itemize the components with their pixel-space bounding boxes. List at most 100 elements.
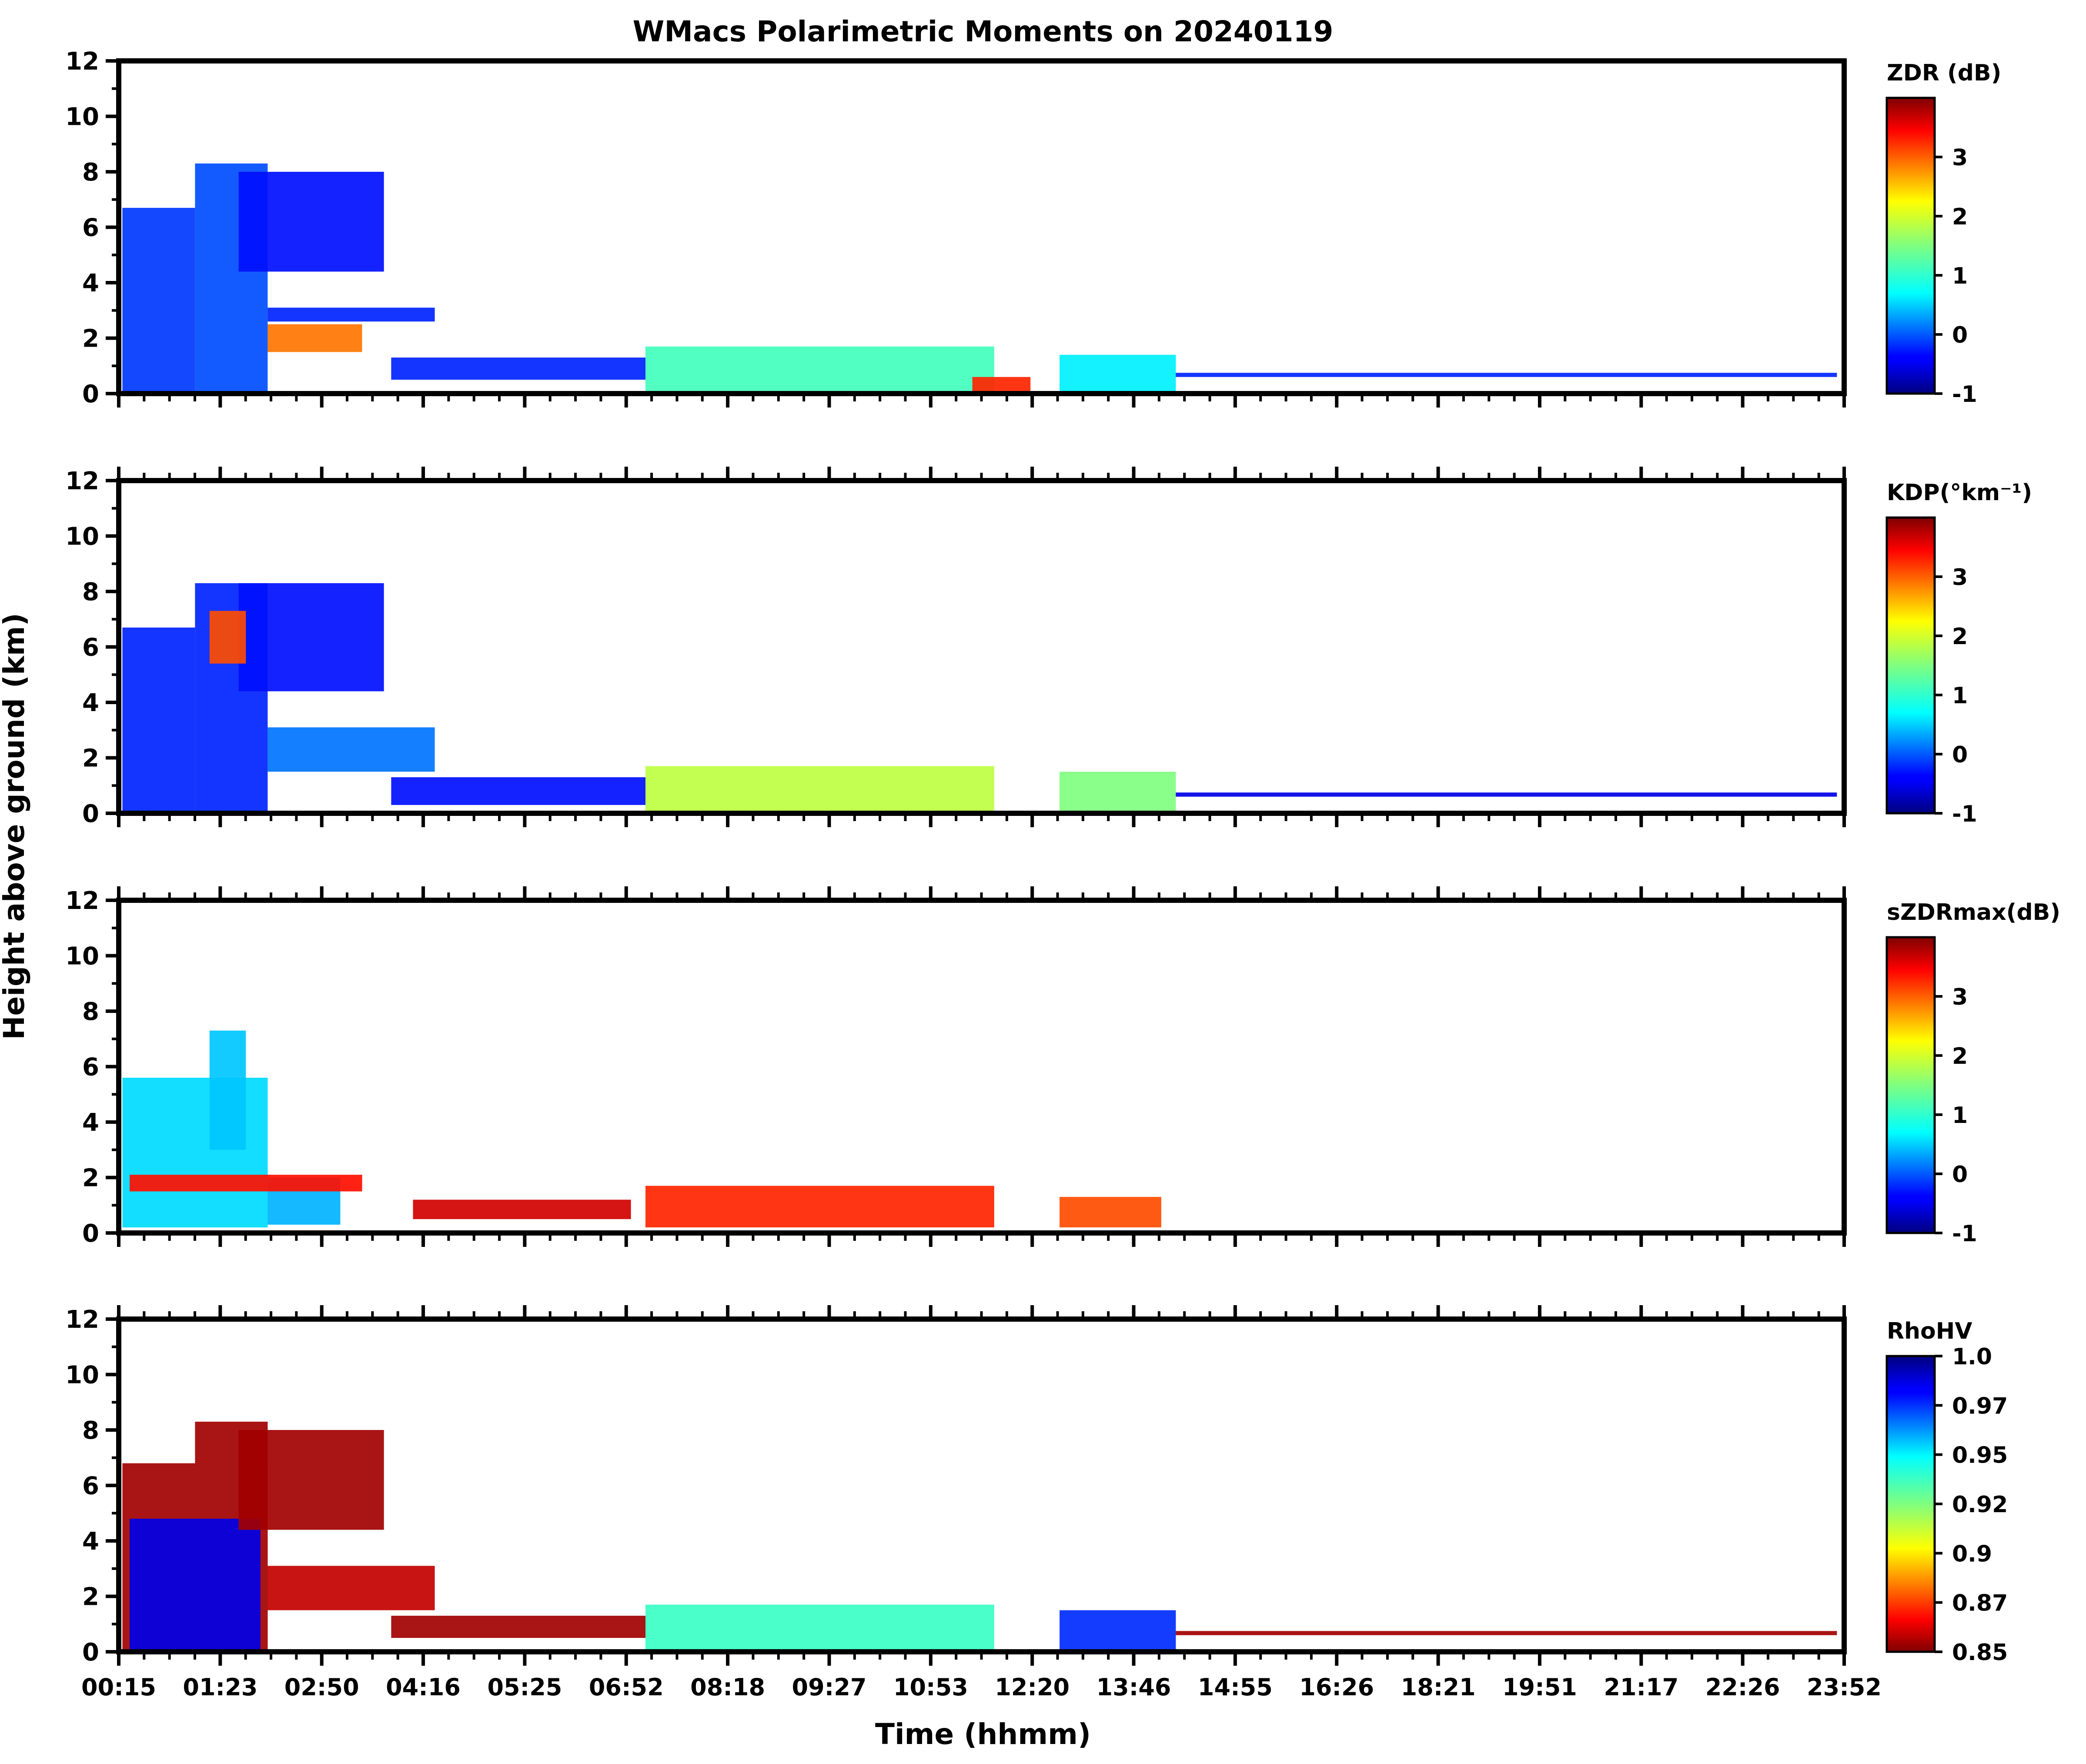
echo-region-kdp-5 (391, 777, 645, 805)
echo-region-zdr-7 (972, 377, 1031, 394)
y-tick-label-zdr-12: 12 (65, 47, 99, 76)
echo-region-kdp-4 (209, 611, 246, 664)
colorbar-tick-label-kdp-0: -1 (1952, 801, 1977, 827)
echo-region-rhohv-8 (1176, 1631, 1837, 1635)
colorbar-tick-label-szdrmax-3: 2 (1952, 1043, 1968, 1069)
panel-rhohv: 0 2 4 6 8 10 12 00:15 01:23 02:50 04:16 05:25 06:52 0… (65, 1305, 2008, 1701)
y-tick-label-kdp-8: 8 (82, 578, 99, 606)
x-tick-label-3: 04:16 (386, 1674, 461, 1701)
y-tick-label-zdr-2: 2 (82, 325, 99, 353)
colorbar-tick-label-szdrmax-2: 1 (1952, 1102, 1968, 1129)
echo-region-rhohv-3 (238, 1430, 384, 1530)
y-tick-label-szdrmax-12: 12 (65, 887, 99, 915)
colorbar-tick-label-rhohv-1: 0.87 (1952, 1590, 2008, 1617)
colorbar-kdp (1885, 516, 1936, 815)
x-tick-label-10: 13:46 (1096, 1674, 1171, 1701)
y-tick-label-szdrmax-0: 0 (82, 1219, 99, 1248)
x-tick-label-2: 02:50 (284, 1674, 359, 1701)
echo-region-kdp-3 (267, 727, 435, 772)
colorbar-tick-label-rhohv-3: 0.92 (1952, 1492, 2008, 1518)
echo-region-szdrmax-4 (413, 1199, 631, 1219)
y-tick-label-zdr-0: 0 (82, 380, 99, 408)
y-tick-label-rhohv-2: 2 (82, 1583, 99, 1611)
colorbar-tick-label-kdp-4: 3 (1952, 565, 1968, 591)
x-tick-label-0: 00:15 (81, 1674, 156, 1701)
x-tick-label-15: 21:17 (1604, 1674, 1678, 1701)
y-tick-label-szdrmax-8: 8 (82, 998, 99, 1026)
echo-region-zdr-5 (391, 357, 645, 380)
colorbar-tick-label-zdr-4: 3 (1952, 145, 1968, 171)
y-tick-label-szdrmax-6: 6 (82, 1053, 99, 1082)
echo-region-szdrmax-1 (209, 1030, 246, 1150)
x-tick-label-17: 23:52 (1807, 1674, 1882, 1701)
colorbar-tick-label-kdp-2: 1 (1952, 683, 1968, 709)
y-tick-label-rhohv-8: 8 (82, 1417, 99, 1445)
chart-title: WMacs Polarimetric Moments on 20240119 (633, 15, 1334, 48)
y-axis-label: Height above ground (km) (0, 613, 31, 1040)
x-tick-label-5: 06:52 (589, 1674, 664, 1701)
y-tick-label-kdp-10: 10 (65, 523, 99, 551)
colorbar-tick-label-zdr-3: 2 (1952, 204, 1968, 230)
y-tick-label-rhohv-10: 10 (65, 1361, 99, 1390)
y-tick-label-szdrmax-2: 2 (82, 1164, 99, 1193)
colorbar-label-zdr: ZDR (dB) (1887, 60, 2001, 86)
colorbar-tick-label-szdrmax-0: -1 (1952, 1221, 1977, 1247)
echo-region-zdr-9 (1176, 373, 1837, 377)
colorbar-label-szdrmax: sZDRmax(dB) (1887, 899, 2060, 925)
echo-region-rhohv-5 (391, 1616, 645, 1638)
colorbar-zdr (1885, 97, 1936, 395)
y-tick-label-rhohv-0: 0 (82, 1638, 99, 1667)
echo-region-szdrmax-3 (130, 1175, 362, 1192)
y-tick-label-kdp-12: 12 (65, 467, 99, 495)
colorbar-szdrmax (1885, 936, 1936, 1234)
x-tick-label-16: 22:26 (1705, 1674, 1780, 1701)
y-tick-label-kdp-4: 4 (82, 689, 99, 717)
echo-region-zdr-8 (1060, 354, 1176, 394)
y-tick-label-szdrmax-4: 4 (82, 1109, 99, 1137)
colorbar-tick-label-kdp-1: 0 (1952, 742, 1968, 768)
axes-frame-szdrmax (116, 898, 1847, 1236)
colorbar-tick-label-zdr-1: 0 (1952, 322, 1968, 348)
echo-region-zdr-0 (122, 207, 195, 394)
colorbar-tick-label-kdp-3: 2 (1952, 624, 1968, 650)
echo-region-rhohv-7 (1060, 1610, 1176, 1652)
y-tick-label-zdr-4: 4 (82, 269, 99, 297)
colorbar-tick-label-rhohv-2: 0.9 (1952, 1541, 1992, 1567)
x-tick-label-14: 19:51 (1502, 1674, 1577, 1701)
y-tick-label-kdp-2: 2 (82, 745, 99, 773)
y-tick-label-kdp-6: 6 (82, 634, 99, 662)
x-tick-label-8: 10:53 (893, 1674, 968, 1701)
y-tick-label-rhohv-12: 12 (65, 1306, 99, 1334)
echo-region-szdrmax-5 (645, 1186, 994, 1228)
echo-region-rhohv-2 (130, 1519, 261, 1652)
x-tick-label-1: 01:23 (183, 1674, 257, 1701)
echo-region-zdr-4 (267, 324, 362, 352)
echo-region-szdrmax-6 (1060, 1197, 1161, 1228)
x-tick-label-13: 18:21 (1401, 1674, 1476, 1701)
x-tick-label-7: 09:27 (792, 1674, 867, 1701)
y-tick-label-rhohv-6: 6 (82, 1472, 99, 1500)
colorbar-tick-label-zdr-2: 1 (1952, 263, 1968, 289)
colorbar-tick-label-rhohv-4: 0.95 (1952, 1443, 2008, 1469)
x-tick-label-12: 16:26 (1299, 1674, 1374, 1701)
colorbar-tick-label-rhohv-0: 0.85 (1952, 1640, 2008, 1666)
x-axis-label: Time (hhmm) (875, 1717, 1091, 1751)
x-tick-label-9: 12:20 (995, 1674, 1070, 1701)
echo-region-rhohv-4 (267, 1566, 435, 1610)
y-tick-label-szdrmax-10: 10 (65, 942, 99, 971)
y-tick-label-zdr-10: 10 (65, 103, 99, 131)
x-tick-label-11: 14:55 (1198, 1674, 1273, 1701)
echo-region-kdp-2 (238, 583, 384, 692)
colorbar-tick-label-szdrmax-4: 3 (1952, 984, 1968, 1010)
y-tick-label-zdr-6: 6 (82, 214, 99, 242)
echo-region-zdr-3 (267, 307, 435, 322)
echo-region-kdp-7 (1060, 772, 1176, 813)
x-tick-label-6: 08:18 (690, 1674, 765, 1701)
echo-region-kdp-6 (645, 766, 994, 813)
y-tick-label-rhohv-4: 4 (82, 1527, 99, 1556)
colorbar-tick-label-zdr-0: -1 (1952, 381, 1977, 408)
